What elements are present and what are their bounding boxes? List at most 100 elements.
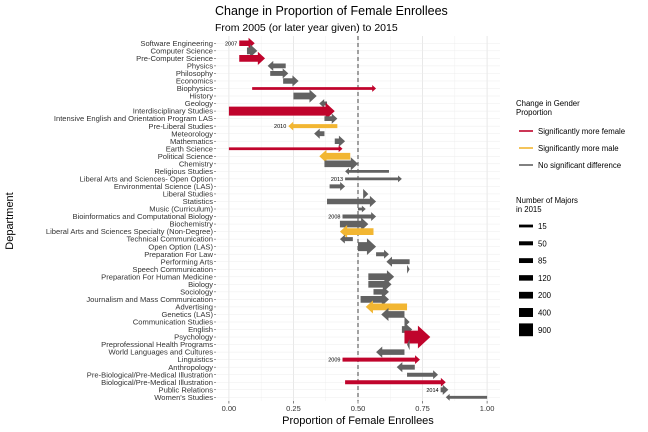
- legend-size-label: 15: [538, 222, 547, 231]
- arrow-mark: [363, 188, 369, 200]
- x-tick-label: 0.00: [222, 404, 237, 413]
- legend-size-label: 85: [538, 257, 547, 266]
- arrow-mark: [445, 393, 488, 401]
- legend-color-title: Proportion: [516, 108, 552, 117]
- category-label: Intensive English and Orientation Progra…: [54, 114, 213, 123]
- x-axis-title: Proportion of Female Enrollees: [282, 415, 434, 427]
- category-label: History: [189, 92, 213, 101]
- arrow-mark: [407, 338, 410, 351]
- legend-size-label: 120: [538, 274, 552, 283]
- arrow-mark: [252, 85, 377, 92]
- arrow-mark: [314, 128, 325, 139]
- category-label: Journalism and Mass Communication: [86, 295, 213, 304]
- legend-size-label: 400: [538, 309, 552, 318]
- arrow-mark: [334, 135, 346, 147]
- arrow-mark: [270, 68, 289, 79]
- category-label: Economics: [176, 77, 213, 86]
- year-annotation: 2014: [426, 388, 438, 394]
- chart-subtitle: From 2005 (or later year given) to 2015: [215, 22, 398, 34]
- arrow-mark: [324, 157, 358, 171]
- y-axis-title: Department: [4, 192, 16, 249]
- category-label: Biological/Pre-Medical Illustration: [101, 378, 213, 387]
- category-label: Pre-Liberal Studies: [148, 122, 213, 131]
- category-label: Liberal Arts and Sciences Specialty (Non…: [46, 227, 214, 236]
- legend-color-title: Change in Gender: [516, 99, 580, 108]
- legend-size-key: [519, 323, 533, 337]
- category-label: Biophysics: [177, 84, 213, 93]
- arrow-mark: [365, 300, 408, 314]
- category-label: English: [188, 325, 213, 334]
- category-label: Women's Studies: [154, 393, 213, 402]
- arrow-mark: [368, 270, 395, 284]
- arrow-mark: [339, 234, 353, 244]
- arrow-mark: [345, 377, 446, 387]
- x-tick-label: 0.25: [286, 404, 301, 413]
- arrow-mark: [358, 238, 377, 256]
- category-label: Public Relations: [159, 385, 214, 394]
- category-label: Pre-Computer Science: [136, 54, 213, 63]
- category-label: Speech Communication: [132, 265, 213, 274]
- arrow-mark: [368, 277, 392, 291]
- category-label: Statistics: [183, 197, 214, 206]
- category-label: Pre-Biological/Pre-Medical Illustration: [87, 370, 213, 379]
- arrow-mark: [228, 102, 335, 120]
- x-axis: 0.00 0.25 0.50 0.75 1.00: [222, 401, 495, 413]
- arrow-mark: [228, 145, 343, 153]
- arrow-mark: [319, 149, 351, 163]
- category-label: Mathematics: [170, 137, 213, 146]
- arrow-mark: [376, 346, 405, 358]
- arrow-mark: [396, 362, 415, 373]
- category-label: Liberal Studies: [163, 190, 213, 199]
- legend-size-key: [519, 291, 533, 299]
- arrow-mark: [360, 292, 389, 306]
- arrow-mark: [376, 249, 389, 259]
- arrow-mark: [342, 212, 377, 221]
- category-label: Anthropology: [168, 363, 213, 372]
- arrow-mark: [373, 286, 389, 298]
- category-label: Preparation For Law: [144, 250, 213, 259]
- legend-size-key: [519, 258, 533, 264]
- x-tick-label: 0.50: [351, 404, 366, 413]
- arrow-mark: [404, 325, 431, 349]
- year-annotation: 2009: [328, 358, 340, 364]
- category-label: Open Option (LAS): [148, 242, 213, 251]
- legend-size-key: [519, 275, 533, 281]
- category-label: Psychology: [174, 333, 213, 342]
- category-label: Earth Science: [166, 144, 213, 153]
- legend-size-key: [519, 224, 533, 228]
- category-label: Liberal Arts and Sciences- Open Option: [80, 174, 213, 183]
- arrow-mark: [440, 384, 449, 395]
- legend-size-label: 200: [538, 291, 552, 300]
- legend-color-label: Significantly more female: [538, 127, 625, 136]
- category-label: Sociology: [180, 287, 213, 296]
- category-label: Software Engineering: [140, 39, 213, 48]
- arrow-mark: [283, 75, 299, 87]
- year-annotation: 2007: [225, 41, 237, 47]
- legend-color-label: Significantly more male: [538, 144, 619, 153]
- category-label: Technical Communication: [126, 235, 213, 244]
- arrow-mark: [342, 355, 420, 365]
- year-annotation: 2010: [274, 124, 286, 130]
- arrow-mark: [358, 205, 366, 213]
- legend-size-label: 900: [538, 326, 552, 335]
- arrow-mark: [345, 167, 389, 175]
- arrow-mark: [327, 195, 377, 208]
- legend-color-label: No significant difference: [538, 161, 621, 170]
- arrow-mark: [329, 182, 346, 191]
- year-annotation: 2008: [328, 215, 340, 221]
- arrow-mark: [381, 307, 405, 322]
- arrow-mark: [267, 60, 286, 71]
- legend-size-title: Number of Majors: [516, 196, 578, 205]
- arrow-mark: [324, 113, 338, 124]
- data-marks: [228, 37, 488, 401]
- x-tick-label: 1.00: [480, 404, 495, 413]
- category-label: Geology: [185, 99, 213, 108]
- legend-size-label: 50: [538, 239, 547, 248]
- category-label: Physics: [187, 61, 213, 70]
- arrow-mark: [288, 121, 338, 131]
- arrow-mark: [339, 225, 374, 239]
- arrow-mark: [386, 256, 410, 267]
- arrow-mark: [345, 175, 402, 183]
